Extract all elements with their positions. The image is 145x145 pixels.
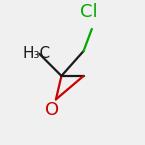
Text: H₃C: H₃C — [23, 46, 51, 61]
Text: Cl: Cl — [80, 3, 98, 21]
Text: O: O — [45, 102, 59, 119]
